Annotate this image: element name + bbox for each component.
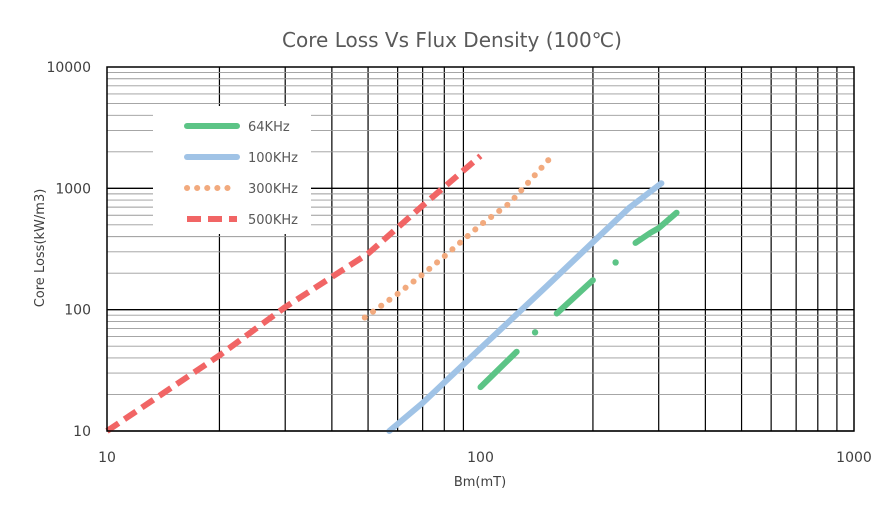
series-line xyxy=(477,348,520,391)
grid xyxy=(107,67,854,432)
y-tick-label: 10 xyxy=(73,424,91,440)
series-line xyxy=(553,277,596,317)
tick-labels: 10 100 1000 10 100 1000 10000 xyxy=(46,60,871,466)
series-line xyxy=(632,209,680,246)
x-axis-label: Bm(mT) xyxy=(454,475,506,490)
x-tick-label: 100 xyxy=(467,450,494,466)
y-tick-label: 1000 xyxy=(55,181,91,197)
plot-area-frame xyxy=(106,66,855,432)
y-tick-label: 100 xyxy=(64,303,91,319)
legend-label: 64KHz xyxy=(248,120,290,135)
chart-title: Core Loss Vs Flux Density (100℃) xyxy=(282,28,622,52)
legend-label: 500KHz xyxy=(248,213,298,228)
series-layer xyxy=(105,153,680,434)
x-tick-label: 1000 xyxy=(836,450,872,466)
legend-label: 300KHz xyxy=(248,182,298,197)
legend-label: 100KHz xyxy=(248,151,298,166)
series-point xyxy=(612,259,619,266)
series-point xyxy=(531,329,539,336)
x-tick-label: 10 xyxy=(98,450,116,466)
series-line xyxy=(105,153,483,434)
series-line xyxy=(386,180,665,434)
y-tick-label: 10000 xyxy=(46,60,91,76)
y-axis-label: Core Loss(kW/m3) xyxy=(33,189,48,308)
series-line xyxy=(361,155,553,321)
legend: 64KHz 100KHz 300KHz 500KHz xyxy=(153,106,311,234)
